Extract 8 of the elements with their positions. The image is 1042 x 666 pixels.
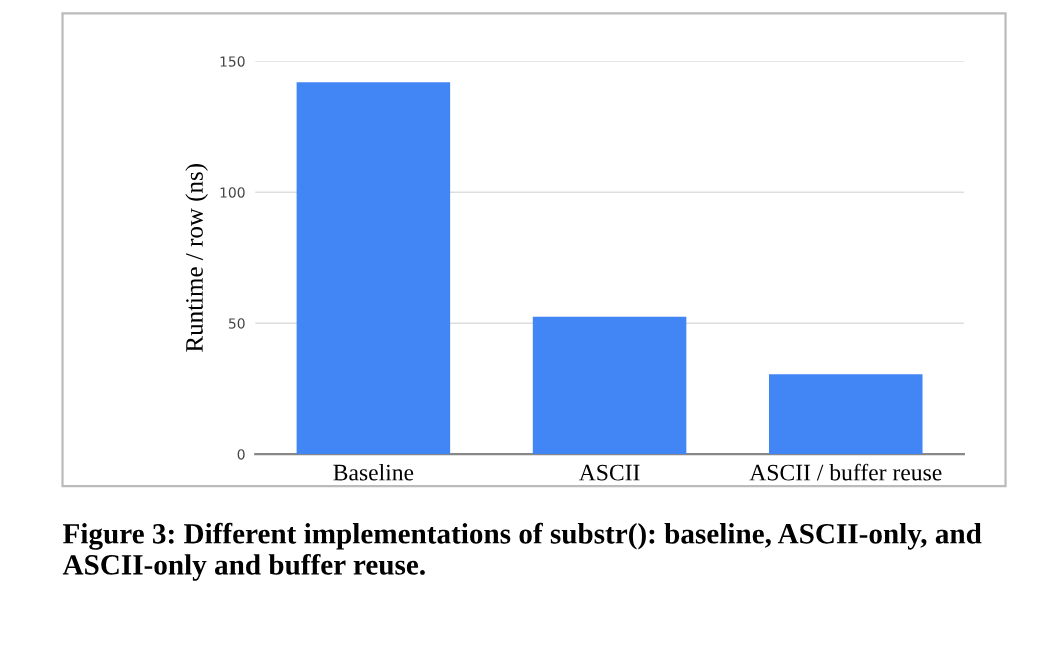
bar — [532, 316, 687, 455]
bar — [769, 374, 923, 455]
caption: Figure 3: Different implementations of substr(): baseline, ASCII-only, and ASCII-only and buffer reuse. — [62, 522, 982, 581]
bar — [296, 82, 451, 455]
x-tick-label: Baseline — [333, 463, 414, 481]
x-tick-label: ASCII / buffer reuse — [749, 463, 942, 481]
y-axis-title: Runtime / row (ns) — [185, 164, 208, 352]
x-tick-label: ASCII — [578, 464, 640, 481]
